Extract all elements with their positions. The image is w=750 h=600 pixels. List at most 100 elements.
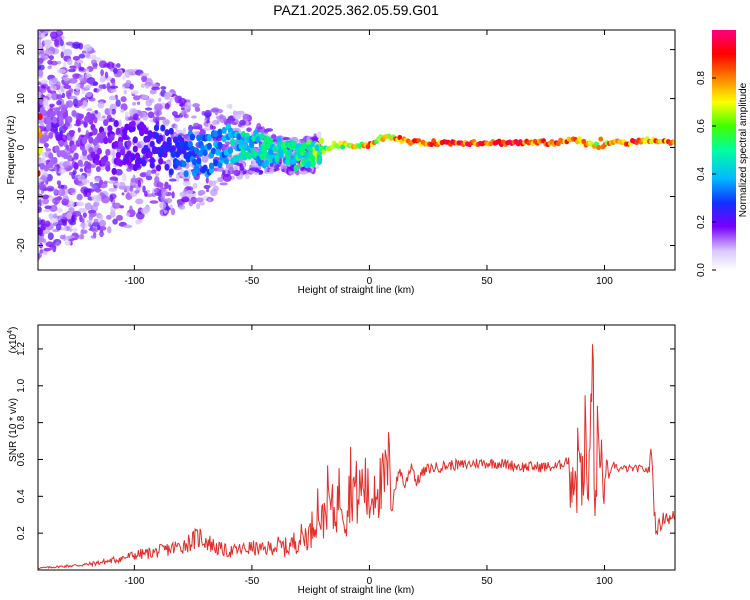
spectrogram-ridge-cell	[100, 131, 107, 139]
spectrogram-cell	[168, 178, 178, 182]
spectrogram-cell	[249, 167, 259, 172]
spectrogram-ridge-cell	[263, 159, 270, 167]
x-tick-label: 100	[596, 276, 613, 287]
spectrogram-cell	[47, 65, 52, 70]
spectrogram-cell	[41, 194, 50, 200]
spectrogram-ridge-cell	[52, 116, 58, 124]
spectrogram-cell	[84, 84, 91, 90]
spectrogram-cell	[57, 189, 66, 197]
spectrogram-ridge-cell	[183, 170, 189, 178]
spectrogram-cell	[116, 214, 123, 221]
spectrogram-cell	[108, 108, 113, 116]
spectrogram-cell	[55, 81, 61, 89]
spectrogram-cell	[71, 227, 78, 232]
spectrogram-cell	[101, 115, 106, 119]
spectrogram-ridge-cell	[111, 167, 117, 175]
spectrogram-cell	[115, 99, 121, 107]
spectrogram-cell	[71, 214, 75, 223]
spectrogram-cell	[239, 165, 245, 171]
spectrogram-ridge-cell	[181, 160, 187, 168]
snr-y-ticks: 0.2 0.4 0.6 0.8 1.0 1.2	[16, 342, 675, 540]
spectrogram-ridge-cell	[318, 137, 325, 145]
spectrogram-ridge-cell	[90, 113, 96, 121]
spectrogram-ridge-cell	[158, 134, 164, 142]
spectrogram-ridge-cell	[217, 128, 223, 136]
spectrogram-ridge-cell	[153, 124, 160, 132]
spectrogram-cell	[57, 93, 63, 102]
spectrogram-cell	[160, 86, 167, 90]
spectrogram-cell	[63, 227, 68, 231]
x-tick-label: 0	[367, 276, 373, 287]
spectrogram-cell	[185, 189, 194, 195]
spectrogram-ridge-cell	[251, 134, 257, 142]
spectrogram-cell	[181, 196, 190, 203]
spectrogram-cell	[316, 131, 322, 139]
spectrogram-cell	[75, 100, 84, 107]
snr-y-label: SNR (10 * v/v)	[8, 398, 19, 462]
spectrogram-cell	[91, 226, 99, 233]
spectrogram-cell	[56, 180, 62, 186]
spectrogram-ridge-cell	[160, 124, 166, 132]
spectrogram-ridge-cell	[596, 144, 602, 151]
colorbar-tick-label: 0.6	[696, 119, 707, 133]
spectrogram-ridge-cell	[246, 152, 253, 160]
spectrogram-ridge-cell	[168, 127, 174, 135]
spectrogram-cell	[140, 207, 150, 215]
spectrogram-cell	[72, 210, 82, 217]
spectrogram-cell	[259, 128, 264, 134]
spectrogram-cell	[170, 207, 176, 216]
x-tick-label: 50	[481, 276, 493, 287]
spectrogram-cell	[95, 166, 101, 173]
spectrogram-cell	[215, 135, 223, 142]
spectrogram-cell	[207, 198, 212, 203]
spectrogram-cell	[64, 240, 72, 246]
spectrogram-cell	[93, 201, 100, 207]
y-tick-label: 0.8	[16, 415, 27, 429]
spectrogram-cell	[67, 68, 76, 73]
spectrogram-ridge-cell	[130, 120, 136, 128]
spectrogram-cell	[204, 109, 212, 118]
spectrogram-cell	[118, 181, 126, 190]
spectrogram-ridge-cell	[202, 149, 208, 157]
spectrogram-cell	[126, 192, 131, 198]
spectrogram-ridge-cell	[105, 164, 111, 172]
spectrogram-cell	[192, 103, 200, 108]
spectrogram-cell	[145, 175, 153, 181]
spectrogram-cell	[50, 60, 58, 66]
spectrogram-ridge-cell	[38, 113, 43, 121]
spectrogram-cell	[94, 110, 98, 115]
spectrogram-cell	[92, 66, 98, 70]
spectrogram-ridge-cell	[67, 116, 73, 124]
spectrogram-y-ticks: -20 -10 0 10 20	[16, 44, 675, 253]
spectrogram-cell	[48, 78, 53, 86]
spectrogram-cell	[228, 103, 233, 110]
spectrogram-cell	[135, 184, 139, 191]
spectrogram-cell	[43, 99, 49, 107]
spectrogram-ridge-cell	[115, 127, 121, 135]
spectrogram-cell	[76, 193, 83, 201]
spectrogram-cell	[44, 205, 52, 210]
spectrogram-ridge-cell	[223, 157, 229, 165]
spectrogram-ridge-cell	[86, 111, 92, 119]
spectrogram-cell	[67, 200, 75, 208]
spectrogram-ridge-cell	[238, 139, 244, 147]
spectrogram-ridge-cell	[196, 134, 202, 142]
spectrogram-cell	[216, 117, 220, 125]
spectrogram-ridge-cell	[338, 140, 343, 146]
spectrogram-cell	[38, 206, 42, 213]
spectrogram-ridge-cell	[278, 151, 284, 159]
spectrogram-ridge-cell	[115, 151, 121, 159]
spectrogram-cell	[163, 92, 171, 101]
spectrogram-cell	[271, 133, 277, 140]
spectrogram-cell	[123, 89, 128, 95]
spectrogram-cell	[63, 48, 73, 57]
spectrogram-ridge-cell	[194, 147, 200, 155]
spectrogram-cell	[164, 102, 170, 110]
spectrogram-cell	[62, 76, 70, 82]
spectrogram-cell	[144, 191, 148, 197]
spectrogram-ridge-cell	[306, 160, 312, 168]
spectrogram-ridge-cell	[141, 159, 147, 167]
spectrogram-cell	[176, 201, 186, 206]
spectrogram-cell	[93, 88, 98, 93]
spectrogram-cell	[194, 106, 201, 112]
